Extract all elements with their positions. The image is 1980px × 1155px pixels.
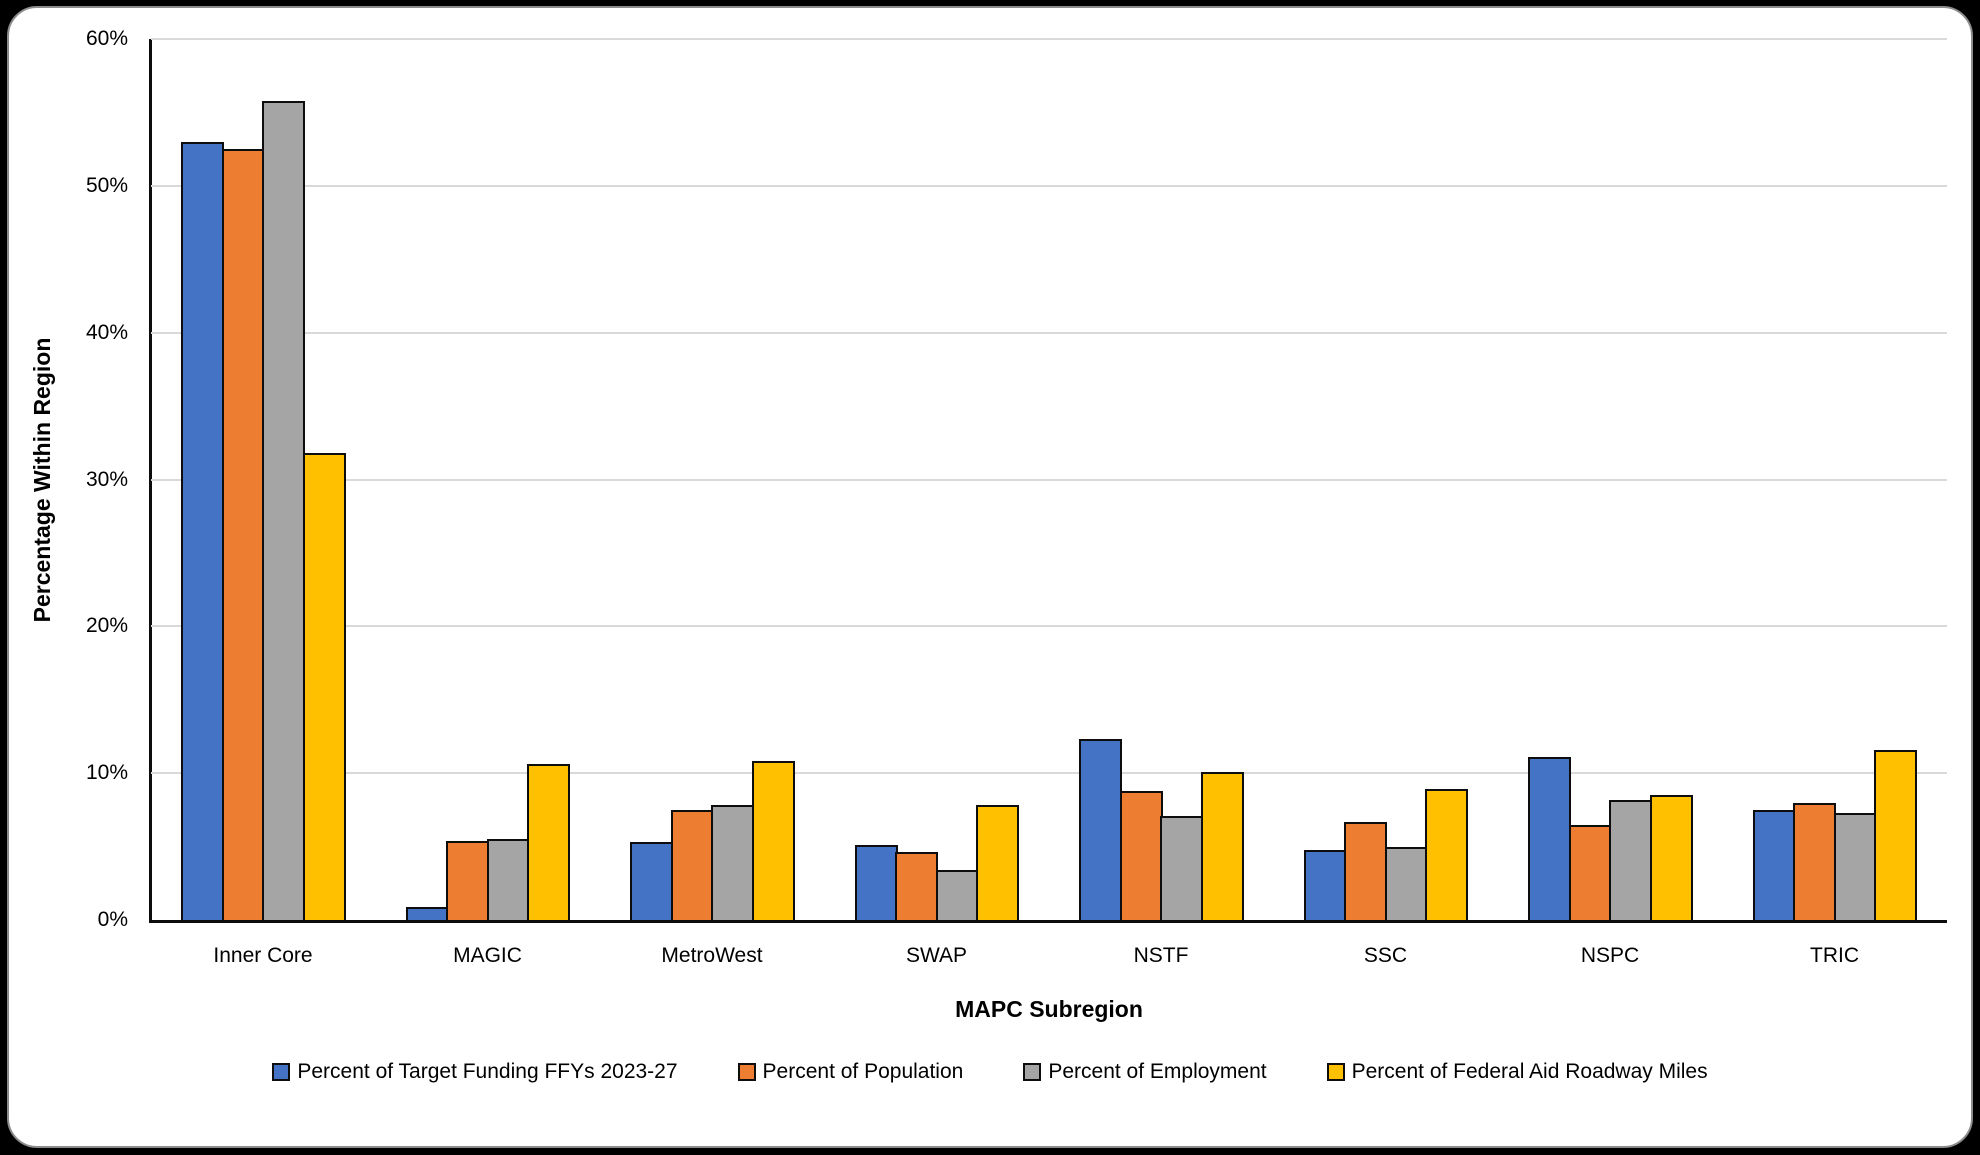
bar	[976, 805, 1019, 920]
category-label: NSTF	[1133, 944, 1189, 967]
bar	[1200, 772, 1244, 920]
x-axis-title: MAPC Subregion	[955, 996, 1143, 1022]
bar	[221, 149, 265, 920]
legend-swatch-icon	[1023, 1063, 1042, 1081]
legend-swatch-icon	[737, 1063, 756, 1081]
bar	[1793, 803, 1836, 920]
legend-item: Percent of Population	[737, 1060, 964, 1084]
legend-label: Percent of Population	[762, 1060, 964, 1083]
gridline-40pct	[151, 331, 1947, 334]
gridline-50pct	[151, 184, 1947, 187]
bar	[1568, 825, 1612, 920]
bar	[1833, 813, 1877, 920]
legend-swatch-icon	[1326, 1063, 1345, 1081]
bar	[935, 870, 979, 920]
gridline-20pct	[151, 625, 1947, 628]
gridline-60pct	[151, 38, 1947, 40]
legend-label: Percent of Federal Aid Roadway Miles	[1351, 1060, 1708, 1083]
category-label: NSPC	[1580, 944, 1640, 967]
gridline-30pct	[151, 478, 1947, 481]
bar	[1752, 810, 1796, 920]
y-tick-label: 20%	[85, 614, 128, 638]
legend-label: Percent of Employment	[1048, 1060, 1267, 1083]
y-axis-line	[149, 39, 152, 920]
y-tick-label: 30%	[85, 467, 128, 491]
bar	[1609, 800, 1652, 920]
y-tick-label: 10%	[85, 761, 128, 785]
bar	[1119, 791, 1163, 920]
category-label: SWAP	[905, 944, 968, 967]
bar	[895, 852, 938, 920]
bar	[1425, 789, 1468, 920]
legend-swatch-icon	[272, 1063, 291, 1081]
bar	[527, 764, 570, 920]
bar	[711, 805, 754, 920]
bar	[446, 841, 489, 920]
bar	[751, 761, 795, 920]
category-label: MAGIC	[453, 944, 522, 967]
plot-area	[149, 38, 1947, 923]
legend: Percent of Target Funding FFYs 2023-27 Pe…	[15, 1060, 1965, 1084]
category-label: MetroWest	[661, 944, 763, 967]
category-label: TRIC	[1810, 944, 1859, 967]
y-tick-label: 40%	[85, 320, 128, 344]
bar	[302, 453, 346, 920]
bar	[1874, 750, 1917, 920]
bar	[181, 142, 224, 920]
bar	[670, 810, 714, 920]
category-label: Inner Core	[213, 944, 313, 967]
bar	[1528, 757, 1571, 920]
bar	[1649, 795, 1693, 920]
legend-label: Percent of Target Funding FFYs 2023-27	[297, 1060, 678, 1083]
legend-item: Percent of Target Funding FFYs 2023-27	[272, 1060, 678, 1084]
bar	[630, 842, 673, 920]
x-axis-line	[149, 920, 1947, 923]
y-tick-label: 50%	[85, 173, 128, 197]
legend-item: Percent of Federal Aid Roadway Miles	[1326, 1060, 1708, 1084]
legend-item: Percent of Employment	[1023, 1060, 1267, 1084]
gridline-10pct	[151, 772, 1947, 775]
y-tick-label: 60%	[85, 27, 128, 50]
bar	[854, 845, 898, 920]
bar	[405, 907, 449, 920]
category-label: SSC	[1363, 944, 1408, 967]
bar	[486, 839, 530, 920]
bar	[1344, 822, 1387, 920]
bar	[1079, 739, 1122, 920]
bar	[262, 101, 305, 920]
bar	[1160, 816, 1203, 920]
bar	[1303, 850, 1347, 920]
bar	[1384, 847, 1428, 920]
y-tick-label: 0%	[97, 908, 128, 931]
